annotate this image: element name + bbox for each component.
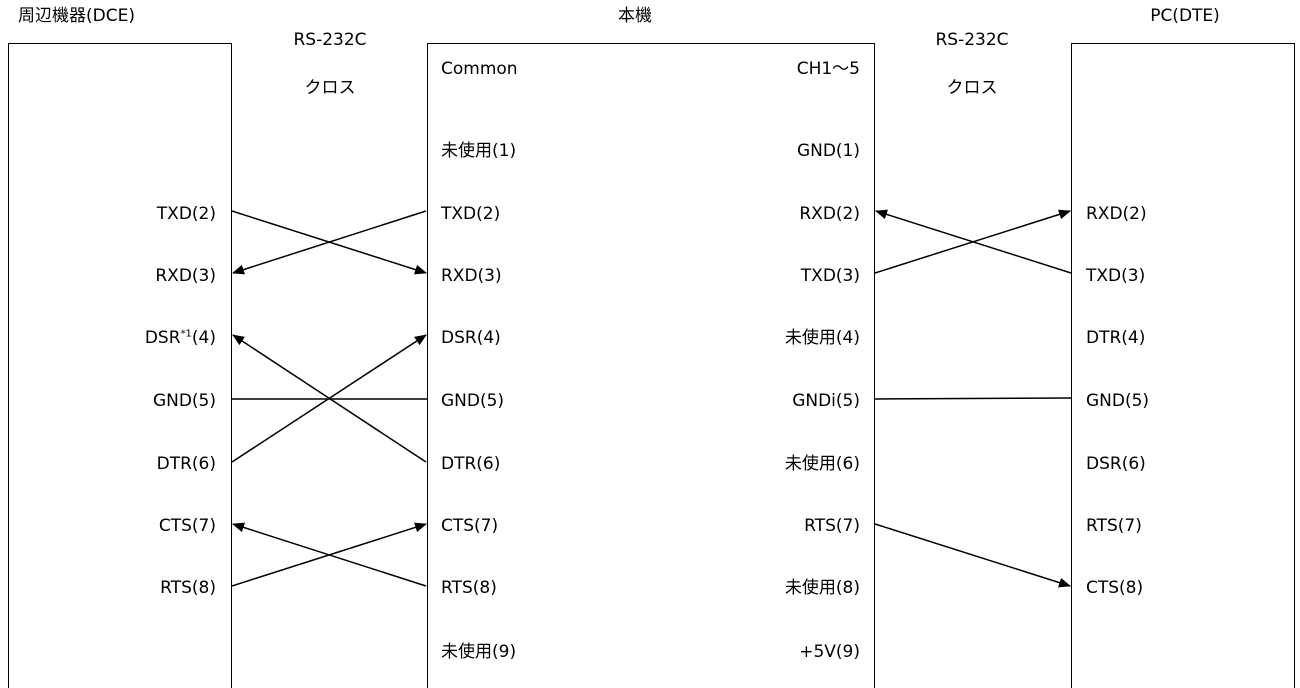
wire-dce-rts-to-main-cts <box>231 522 427 587</box>
main-right-pin-6: 未使用(6) <box>784 454 860 474</box>
main-right-pin-1: GND(1) <box>796 141 860 161</box>
main-common-header: Common <box>441 59 518 79</box>
main-channel-header: CH1～5 <box>796 59 860 79</box>
dte-pin-rxd: RXD(2) <box>1086 204 1147 224</box>
dte-device-box <box>1071 43 1295 688</box>
main-right-pin-2: RXD(2) <box>799 204 860 224</box>
dce-pin-txd: TXD(2) <box>156 204 216 224</box>
left-link-cable-label: RS-232C <box>293 30 367 50</box>
main-right-pin-9: +5V(9) <box>799 642 860 662</box>
main-left-pin-2: TXD(2) <box>441 204 501 224</box>
main-left-pin-4: DSR(4) <box>441 328 501 348</box>
wire-main-txd-to-dce-rxd <box>232 210 427 275</box>
dce-device-box <box>8 43 232 688</box>
main-right-pin-7: RTS(7) <box>804 516 860 536</box>
main-left-pin-6: DTR(6) <box>441 454 501 474</box>
main-left-pin-7: CTS(7) <box>441 516 499 536</box>
main-left-pin-8: RTS(8) <box>441 578 497 598</box>
dce-pin-dtr: DTR(6) <box>156 454 216 474</box>
dte-title: PC(DTE) <box>1150 6 1220 26</box>
dte-pin-cts: CTS(8) <box>1086 578 1144 598</box>
main-right-pin-3: TXD(3) <box>800 266 860 286</box>
main-left-pin-3: RXD(3) <box>441 266 502 286</box>
dce-pin-rxd: RXD(3) <box>155 266 216 286</box>
dte-pin-txd: TXD(3) <box>1086 266 1146 286</box>
main-right-pin-5: GNDi(5) <box>792 391 860 411</box>
main-device-box <box>427 43 875 688</box>
main-right-pin-4: 未使用(4) <box>784 328 860 348</box>
main-left-pin-5: GND(5) <box>441 391 505 411</box>
dce-title: 周辺機器(DCE) <box>18 6 135 26</box>
dce-pin-gnd: GND(5) <box>152 391 216 411</box>
right-link-cross-label: クロス <box>946 78 998 98</box>
wire-main-txd-to-dte-rxd <box>874 209 1071 274</box>
dce-pin-cts: CTS(7) <box>158 516 216 536</box>
wire-main-rts-to-dte-cts <box>874 523 1071 588</box>
right-link-cable-label: RS-232C <box>935 30 1009 50</box>
dce-pin-dsr: DSR*1(4) <box>144 328 216 348</box>
wire-gnd-right <box>874 397 1072 400</box>
main-right-pin-8: 未使用(8) <box>784 578 860 598</box>
main-left-pin-1: 未使用(1) <box>441 141 517 161</box>
dte-pin-gnd: GND(5) <box>1086 391 1150 411</box>
dte-pin-rts: RTS(7) <box>1086 516 1142 536</box>
main-title: 本機 <box>618 6 652 26</box>
left-link-cross-label: クロス <box>304 78 356 98</box>
dce-pin-rts: RTS(8) <box>160 578 216 598</box>
dte-pin-dsr: DSR(6) <box>1086 454 1146 474</box>
main-left-pin-9: 未使用(9) <box>441 642 517 662</box>
dte-pin-dtr: DTR(4) <box>1086 328 1146 348</box>
